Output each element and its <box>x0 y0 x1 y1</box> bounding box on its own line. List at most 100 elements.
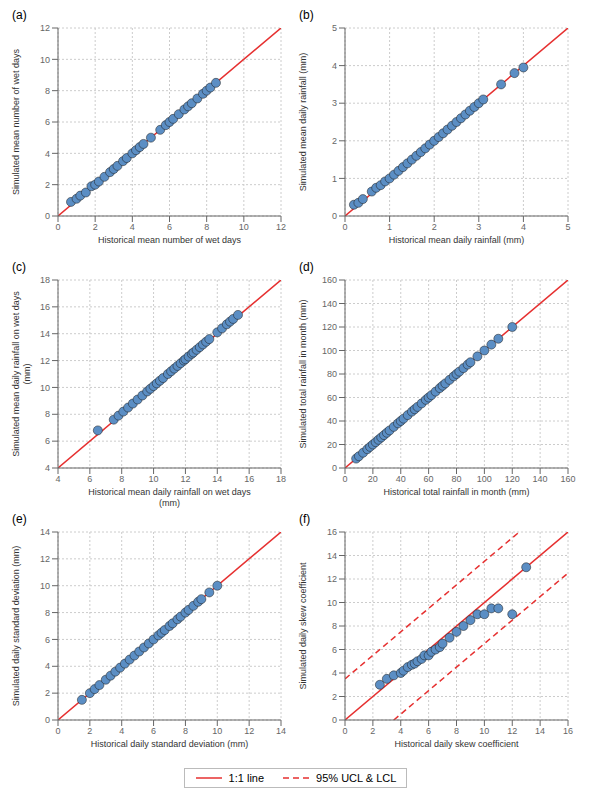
svg-text:14: 14 <box>40 527 50 537</box>
svg-text:Simulated daily standard devia: Simulated daily standard deviation (mm) <box>11 546 21 707</box>
svg-text:80: 80 <box>451 474 461 484</box>
svg-text:12: 12 <box>276 222 286 232</box>
svg-text:2: 2 <box>370 726 375 736</box>
svg-text:0: 0 <box>342 726 347 736</box>
svg-text:6: 6 <box>151 726 156 736</box>
svg-text:0: 0 <box>342 474 347 484</box>
svg-text:4: 4 <box>119 726 124 736</box>
svg-text:0: 0 <box>45 715 50 725</box>
svg-text:8: 8 <box>45 409 50 419</box>
svg-text:20: 20 <box>327 440 337 450</box>
svg-text:0: 0 <box>45 211 50 221</box>
svg-text:10: 10 <box>40 55 50 65</box>
svg-text:(mm): (mm) <box>22 364 32 385</box>
svg-text:18: 18 <box>40 275 50 285</box>
svg-text:4: 4 <box>55 474 60 484</box>
svg-text:4: 4 <box>521 222 526 232</box>
svg-text:160: 160 <box>560 474 575 484</box>
svg-text:20: 20 <box>368 474 378 484</box>
svg-text:8: 8 <box>454 726 459 736</box>
svg-text:2: 2 <box>432 222 437 232</box>
svg-text:14: 14 <box>40 329 50 339</box>
svg-text:4: 4 <box>45 149 50 159</box>
svg-text:6: 6 <box>45 436 50 446</box>
svg-text:Historical mean daily rainfall: Historical mean daily rainfall on wet da… <box>88 487 251 497</box>
svg-text:10: 10 <box>40 383 50 393</box>
svg-text:8: 8 <box>332 621 337 631</box>
svg-text:0: 0 <box>332 211 337 221</box>
svg-text:14: 14 <box>535 726 545 736</box>
svg-text:Historical total rainfall in m: Historical total rainfall in month (mm) <box>383 487 529 497</box>
svg-text:3: 3 <box>332 98 337 108</box>
svg-text:60: 60 <box>424 474 434 484</box>
svg-text:0: 0 <box>55 222 60 232</box>
svg-text:10: 10 <box>40 581 50 591</box>
svg-text:Simulated mean daily rainfall: Simulated mean daily rainfall on wet day… <box>11 291 21 457</box>
svg-text:4: 4 <box>130 222 135 232</box>
svg-text:4: 4 <box>332 668 337 678</box>
svg-text:1: 1 <box>332 174 337 184</box>
svg-text:8: 8 <box>204 222 209 232</box>
svg-text:0: 0 <box>332 715 337 725</box>
svg-text:6: 6 <box>45 635 50 645</box>
svg-text:80: 80 <box>327 369 337 379</box>
svg-text:40: 40 <box>327 416 337 426</box>
svg-text:10: 10 <box>149 474 159 484</box>
svg-text:4: 4 <box>332 61 337 71</box>
svg-text:6: 6 <box>87 474 92 484</box>
svg-text:10: 10 <box>239 222 249 232</box>
svg-text:16: 16 <box>327 527 337 537</box>
svg-text:140: 140 <box>322 299 337 309</box>
svg-text:(mm): (mm) <box>159 498 180 508</box>
svg-text:12: 12 <box>180 474 190 484</box>
svg-text:Simulated total rainfall in mo: Simulated total rainfall in month (mm) <box>298 299 308 448</box>
svg-text:12: 12 <box>244 726 254 736</box>
svg-text:10: 10 <box>212 726 222 736</box>
svg-text:12: 12 <box>40 356 50 366</box>
svg-text:2: 2 <box>87 726 92 736</box>
svg-text:Historical daily standard devi: Historical daily standard deviation (mm) <box>91 739 249 749</box>
svg-text:8: 8 <box>45 86 50 96</box>
svg-text:12: 12 <box>40 23 50 33</box>
svg-text:2: 2 <box>332 136 337 146</box>
svg-text:8: 8 <box>119 474 124 484</box>
svg-text:18: 18 <box>276 474 286 484</box>
svg-text:14: 14 <box>327 551 337 561</box>
svg-text:Historical mean number of wet: Historical mean number of wet days <box>98 235 242 245</box>
svg-text:40: 40 <box>396 474 406 484</box>
svg-text:10: 10 <box>327 598 337 608</box>
svg-text:6: 6 <box>45 117 50 127</box>
svg-text:Simulated daily skew coefficie: Simulated daily skew coefficient <box>298 562 308 689</box>
svg-text:60: 60 <box>327 393 337 403</box>
svg-text:1: 1 <box>387 222 392 232</box>
svg-text:120: 120 <box>505 474 520 484</box>
svg-text:14: 14 <box>276 726 286 736</box>
svg-text:100: 100 <box>322 346 337 356</box>
svg-text:Simulated mean number of wet d: Simulated mean number of wet days <box>11 48 21 195</box>
svg-text:Simulated mean daily rainfall: Simulated mean daily rainfall (mm) <box>298 53 308 192</box>
svg-text:8: 8 <box>183 726 188 736</box>
svg-text:8: 8 <box>45 608 50 618</box>
svg-text:2: 2 <box>93 222 98 232</box>
svg-text:2: 2 <box>45 688 50 698</box>
svg-text:16: 16 <box>563 726 573 736</box>
svg-text:0: 0 <box>332 463 337 473</box>
svg-text:6: 6 <box>332 645 337 655</box>
svg-text:0: 0 <box>342 222 347 232</box>
svg-text:2: 2 <box>332 692 337 702</box>
svg-text:10: 10 <box>479 726 489 736</box>
svg-text:6: 6 <box>167 222 172 232</box>
svg-text:14: 14 <box>212 474 222 484</box>
svg-text:5: 5 <box>565 222 570 232</box>
svg-text:0: 0 <box>55 726 60 736</box>
svg-text:160: 160 <box>322 275 337 285</box>
svg-text:5: 5 <box>332 23 337 33</box>
svg-text:4: 4 <box>45 463 50 473</box>
svg-text:2: 2 <box>45 180 50 190</box>
svg-text:Historical daily skew coeffici: Historical daily skew coefficient <box>395 739 519 749</box>
svg-text:140: 140 <box>533 474 548 484</box>
svg-text:12: 12 <box>507 726 517 736</box>
svg-text:4: 4 <box>45 661 50 671</box>
svg-text:3: 3 <box>476 222 481 232</box>
svg-text:12: 12 <box>327 574 337 584</box>
